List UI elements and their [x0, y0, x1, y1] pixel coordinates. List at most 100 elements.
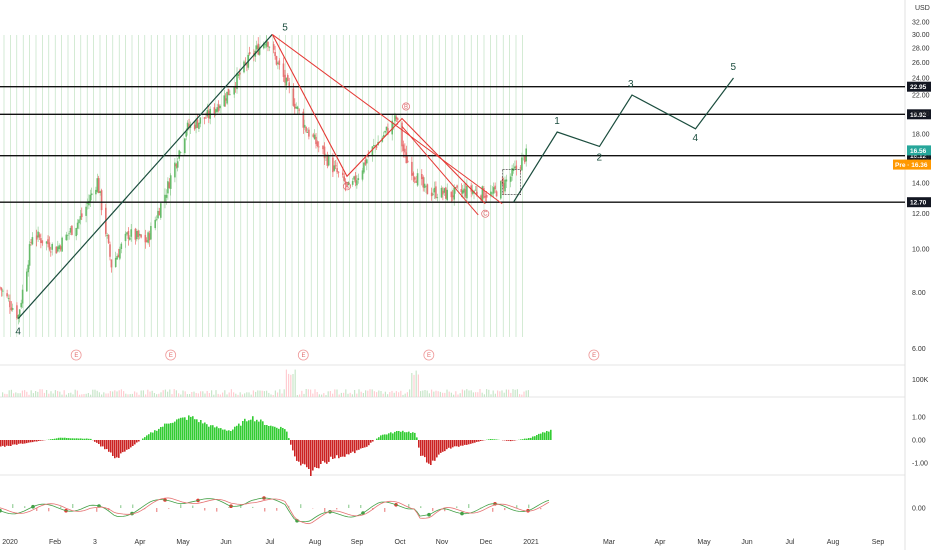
oscillator-bar: [364, 440, 366, 448]
oscillator-bar: [262, 421, 264, 440]
oscillator-bar: [288, 438, 290, 440]
volume-bar: [116, 391, 118, 397]
candle-body: [116, 256, 118, 260]
oscillator-bar: [384, 434, 386, 440]
volume-bar: [378, 390, 380, 397]
oscillator-bar: [412, 432, 414, 440]
volume-bar: [411, 373, 413, 397]
volume-bar: [204, 393, 206, 397]
oscillator-bar: [86, 438, 88, 440]
candle-body: [186, 122, 189, 131]
volume-bar: [468, 390, 470, 397]
volume-bar: [283, 389, 285, 397]
volume-bar: [523, 391, 525, 397]
oscillator-bar: [520, 439, 522, 440]
candle-body: [406, 160, 409, 163]
candle-body: [353, 176, 355, 180]
time-axis[interactable]: 2020 Feb 3 Apr May Jun Jul Aug Sep Oct Nov Dec 2021 M…: [2, 539, 884, 546]
volume-bar: [215, 390, 217, 397]
stoch-d-line: [0, 497, 550, 525]
candle-body: [168, 182, 171, 189]
candle-body: [206, 110, 209, 117]
candle-body: [99, 191, 101, 193]
candle-body: [158, 211, 161, 216]
candle-body: [174, 162, 176, 178]
volume-bar: [349, 392, 351, 397]
candle-body: [45, 241, 48, 244]
candle-body: [411, 161, 413, 176]
volume-bar: [35, 391, 37, 397]
candle-body: [485, 195, 488, 198]
stoch-hist-bar: [504, 508, 506, 511]
candle-body: [397, 118, 399, 120]
earnings-marker: [423, 349, 435, 361]
candle-body: [334, 165, 337, 167]
candle-body: [229, 94, 231, 96]
stoch-hist-bar: [168, 508, 170, 509]
oscillator-bar: [36, 440, 38, 442]
volume-bar: [391, 390, 393, 397]
earnings-marker-label: E: [592, 353, 596, 359]
horizontal-levels[interactable]: [0, 85, 905, 203]
volume-bar: [400, 390, 402, 397]
oscillator-bar: [164, 423, 166, 440]
oscillator-bar: [436, 440, 438, 458]
oscillator-bar: [34, 440, 36, 442]
oscillator-bar: [452, 440, 454, 448]
level-badge: [907, 109, 931, 120]
volume-bar: [395, 391, 397, 397]
oscillator-pane: 1.00 0.00 -1.00: [0, 415, 928, 476]
oscillator-bar: [8, 440, 10, 446]
oscillator-bar: [306, 440, 308, 468]
price-axis[interactable]: USD 22.95 19.92 16.12 12.70 32.00 30.00 28.00 2…: [893, 5, 931, 353]
candle-body: [145, 240, 148, 242]
candle-body: [356, 180, 358, 186]
oscillator-bar: [264, 425, 266, 440]
oscillator-bar: [282, 428, 284, 440]
candle-body: [96, 178, 99, 192]
candle-body: [342, 172, 344, 175]
oscillator-bar: [10, 440, 12, 446]
volume-bar: [310, 389, 312, 397]
oscillator-bar: [258, 421, 260, 440]
oscillator-bar: [82, 438, 84, 440]
volume-bar: [360, 391, 362, 397]
volume-bar: [189, 394, 191, 397]
stoch-hist-bar: [516, 505, 518, 508]
stoch-hist-bar: [264, 508, 266, 512]
candle-body: [140, 234, 142, 238]
price-tick-label: 32.00: [912, 19, 930, 26]
volume-bar: [426, 390, 428, 397]
volume-bar: [259, 390, 261, 397]
volume-bar: [178, 393, 180, 397]
oscillator-bar: [178, 418, 180, 440]
candle-body: [244, 62, 247, 64]
earnings-marker-label: E: [427, 353, 431, 359]
volume-bar: [508, 389, 510, 397]
candle-body: [515, 165, 518, 170]
candle-body: [343, 176, 345, 181]
price-tick-label: 28.00: [912, 45, 930, 52]
candle-body: [248, 52, 251, 55]
volume-bar: [233, 392, 235, 397]
oscillator-bar: [434, 440, 436, 461]
volume-bar: [384, 391, 386, 397]
volume-bar: [167, 391, 169, 397]
volume-bar: [294, 369, 296, 397]
volume-bar: [281, 393, 283, 397]
candle-body: [422, 177, 424, 188]
oscillator-bar: [530, 437, 532, 440]
oscillator-bar: [424, 440, 426, 458]
candle-body: [433, 187, 436, 193]
candle-body: [421, 174, 423, 180]
volume-bar: [382, 393, 384, 397]
oscillator-bar: [448, 440, 450, 448]
oscillator-bar: [32, 440, 34, 443]
oscillator-bar: [196, 419, 198, 440]
oscillator-bar: [232, 429, 234, 440]
candle-body: [106, 235, 108, 236]
oscillator-bar: [28, 440, 30, 443]
oscillator-bar: [162, 426, 164, 440]
candle-body: [223, 95, 226, 107]
